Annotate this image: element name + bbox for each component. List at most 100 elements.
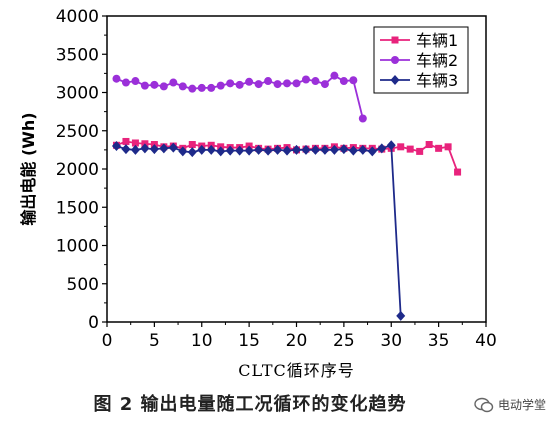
data-point	[187, 147, 197, 158]
y-tick-label: 2000	[56, 160, 99, 180]
y-tick-label: 1000	[56, 237, 99, 257]
x-tick-label: 20	[286, 331, 308, 351]
data-point	[397, 143, 405, 151]
data-point	[292, 144, 301, 155]
legend-label: 车辆2	[416, 51, 458, 70]
data-point	[454, 168, 462, 176]
data-point	[330, 71, 339, 80]
data-point	[386, 140, 396, 151]
x-tick-label: 30	[380, 331, 402, 351]
data-point	[254, 144, 264, 155]
data-point	[416, 147, 424, 155]
data-point	[207, 83, 216, 92]
x-tick-label: 25	[333, 331, 355, 351]
data-point	[310, 144, 320, 155]
x-tick-label: 10	[191, 331, 213, 351]
data-point	[435, 144, 443, 152]
data-point	[140, 81, 149, 90]
x-axis-label: CLTC循环序号	[238, 361, 354, 380]
data-point	[320, 144, 330, 155]
data-point	[358, 144, 368, 155]
legend-label: 车辆3	[416, 71, 458, 90]
data-point	[320, 80, 329, 89]
data-point	[301, 75, 310, 84]
data-point	[178, 82, 187, 91]
data-point	[425, 141, 433, 149]
data-point	[406, 145, 414, 153]
series-1	[112, 137, 462, 176]
data-point	[130, 144, 140, 155]
data-point	[329, 144, 339, 155]
data-point	[273, 144, 283, 155]
y-axis-label: 输出电能 (Wh)	[19, 112, 38, 225]
data-point	[339, 144, 349, 155]
series-3	[111, 140, 406, 321]
data-point	[235, 145, 245, 156]
data-point	[349, 76, 358, 85]
data-point	[131, 139, 139, 147]
watermark-text: 电动学堂	[497, 398, 546, 412]
data-point	[112, 74, 121, 83]
legend-item: 车辆3	[380, 71, 458, 90]
data-point	[178, 146, 188, 157]
y-tick-label: 3000	[56, 84, 99, 104]
data-point	[206, 144, 216, 155]
data-point	[216, 81, 225, 90]
data-point	[216, 146, 226, 157]
data-point	[390, 75, 400, 85]
data-point	[159, 82, 168, 91]
data-point	[225, 145, 235, 156]
y-tick-label: 3500	[56, 45, 99, 65]
data-point	[197, 83, 206, 92]
series-2	[112, 71, 367, 123]
data-point	[121, 144, 131, 155]
data-point	[339, 77, 348, 86]
data-point	[159, 143, 169, 154]
data-point	[311, 77, 320, 86]
data-point	[396, 310, 406, 321]
data-point	[263, 145, 273, 156]
data-point	[367, 146, 377, 157]
legend-item: 车辆2	[380, 51, 458, 70]
x-tick-label: 15	[238, 331, 260, 351]
data-point	[149, 144, 159, 155]
x-tick-label: 0	[102, 331, 113, 351]
data-point	[131, 77, 140, 86]
data-point	[169, 78, 178, 87]
data-point	[391, 36, 399, 44]
y-tick-label: 1500	[56, 198, 99, 218]
data-point	[188, 141, 196, 149]
data-point	[122, 137, 130, 145]
data-point	[301, 144, 311, 155]
y-tick-label: 4000	[56, 7, 99, 27]
data-point	[140, 143, 150, 154]
legend-item: 车辆1	[380, 31, 458, 50]
data-point	[283, 79, 292, 88]
data-point	[444, 143, 452, 151]
y-tick-label: 0	[88, 313, 99, 333]
legend-label: 车辆1	[416, 31, 458, 50]
x-tick-label: 5	[149, 331, 160, 351]
data-point	[188, 84, 197, 93]
data-point	[254, 80, 263, 89]
series-line	[116, 144, 402, 316]
line-chart: 0 5 10 15 20 25 30 35 40 0 500 1000 1500 2000 2500 3000…	[19, 7, 497, 380]
data-point	[348, 145, 358, 156]
figure-caption: 图 2 输出电量随工况循环的变化趋势	[93, 394, 407, 415]
x-tick-label: 40	[475, 331, 497, 351]
data-point	[245, 77, 254, 86]
y-tick-label: 2500	[56, 122, 99, 142]
chat-bubble-icon	[474, 397, 494, 412]
data-point	[168, 142, 178, 153]
data-point	[244, 145, 254, 156]
data-point	[273, 80, 282, 89]
data-point	[358, 114, 367, 123]
x-tick-label: 35	[428, 331, 450, 351]
data-point	[292, 79, 301, 88]
data-point	[235, 80, 244, 89]
data-point	[264, 77, 273, 86]
data-point	[150, 80, 159, 89]
data-point	[226, 79, 235, 88]
y-tick-label: 500	[67, 275, 99, 295]
